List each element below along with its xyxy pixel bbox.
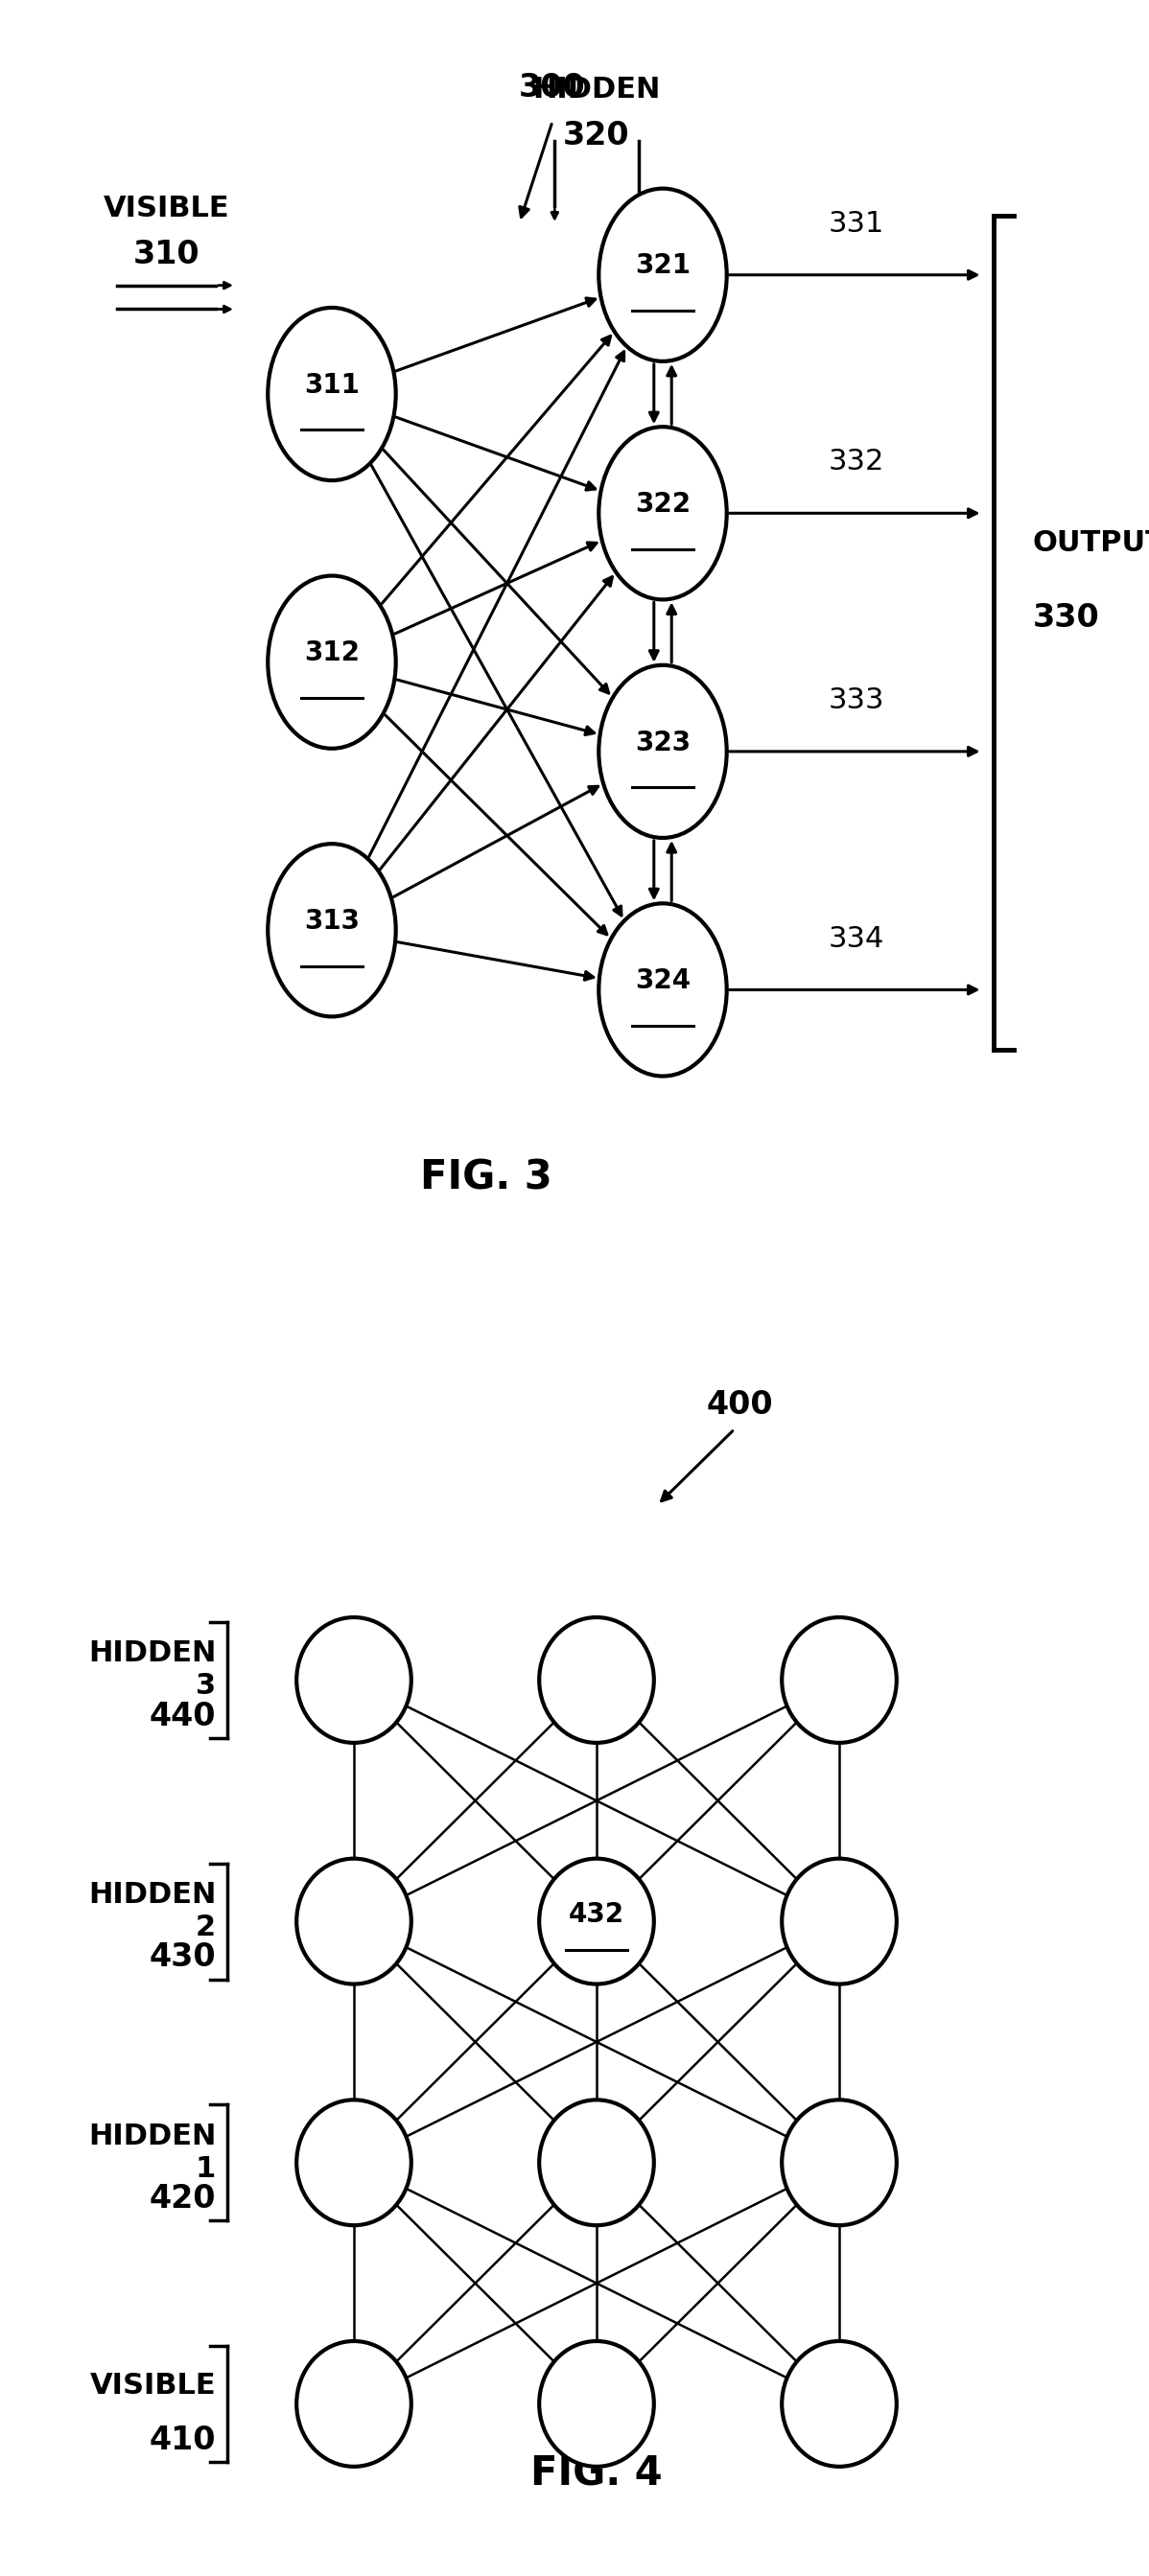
Text: HIDDEN: HIDDEN	[533, 75, 661, 103]
Text: 440: 440	[149, 1700, 216, 1731]
Text: 430: 430	[149, 1942, 216, 1973]
Text: VISIBLE: VISIBLE	[90, 2372, 216, 2401]
Text: 322: 322	[635, 492, 691, 518]
Text: 323: 323	[635, 729, 691, 755]
Text: 311: 311	[304, 371, 360, 399]
Circle shape	[296, 2342, 411, 2468]
Circle shape	[781, 1618, 896, 1744]
Circle shape	[539, 1618, 654, 1744]
Text: 410: 410	[149, 2424, 216, 2455]
Circle shape	[599, 665, 726, 837]
Text: 420: 420	[149, 2182, 216, 2215]
Text: 300: 300	[519, 72, 586, 103]
Circle shape	[268, 307, 395, 482]
Text: 310: 310	[133, 240, 200, 270]
Circle shape	[599, 428, 726, 600]
Text: 330: 330	[1032, 603, 1100, 634]
Text: HIDDEN: HIDDEN	[88, 1880, 216, 1909]
Text: VISIBLE: VISIBLE	[103, 196, 230, 222]
Circle shape	[539, 2342, 654, 2468]
Text: 333: 333	[828, 685, 885, 714]
Circle shape	[296, 1618, 411, 1744]
Text: HIDDEN: HIDDEN	[88, 1638, 216, 1667]
Circle shape	[268, 845, 395, 1018]
Text: 324: 324	[635, 969, 691, 994]
Text: FIG. 4: FIG. 4	[531, 2455, 663, 2494]
Circle shape	[599, 904, 726, 1077]
Circle shape	[781, 2342, 896, 2468]
Text: 320: 320	[563, 118, 630, 152]
Circle shape	[296, 2099, 411, 2226]
Text: 332: 332	[828, 448, 885, 477]
Text: 400: 400	[707, 1388, 773, 1422]
Text: 432: 432	[569, 1901, 624, 1927]
Text: OUTPUT: OUTPUT	[1032, 528, 1149, 556]
Circle shape	[781, 2099, 896, 2226]
Circle shape	[539, 2099, 654, 2226]
Circle shape	[268, 577, 395, 750]
Text: 313: 313	[304, 907, 360, 935]
Text: FIG. 3: FIG. 3	[421, 1159, 553, 1198]
Circle shape	[539, 1860, 654, 1984]
Text: 321: 321	[635, 252, 691, 278]
Text: 334: 334	[828, 925, 885, 953]
Text: 312: 312	[304, 639, 360, 667]
Text: 1: 1	[195, 2154, 216, 2182]
Circle shape	[599, 188, 726, 361]
Circle shape	[296, 1860, 411, 1984]
Text: 3: 3	[195, 1672, 216, 1700]
Text: HIDDEN: HIDDEN	[88, 2123, 216, 2151]
Text: 2: 2	[195, 1914, 216, 1942]
Circle shape	[781, 1860, 896, 1984]
Text: 331: 331	[828, 209, 885, 237]
